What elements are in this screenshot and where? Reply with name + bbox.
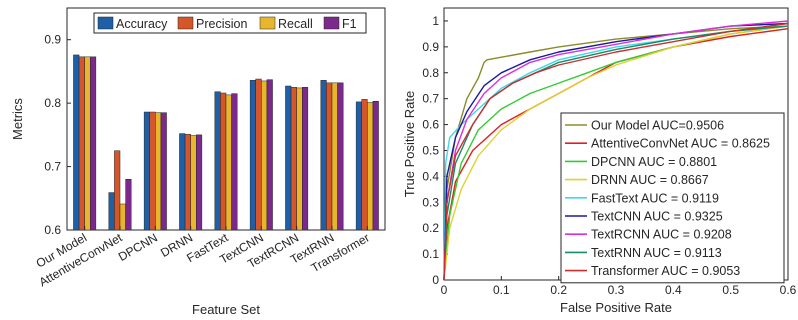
roc-legend: Our Model AUC=0.9506 AttentiveConvNet AUC…	[560, 112, 785, 284]
roc-curves	[443, 20, 789, 281]
bar-accuracy-4	[214, 91, 221, 231]
roc-x-tick-label: 0.4	[665, 283, 682, 297]
bar-f1-5	[266, 79, 273, 231]
bar-legend-label-accuracy: Accuracy	[116, 17, 168, 31]
bar-x-ticks: Our ModelAttentiveConvNetDPCNNDRNNFastTe…	[34, 226, 372, 289]
roc-legend-label-7: TextRNN AUC = 0.9113	[591, 246, 722, 260]
bar-legend-swatch-precision	[177, 16, 194, 30]
bar-y-tick-label: 0.7	[44, 160, 61, 174]
bar-y-ticks: 0.6 0.7 0.8 0.9	[44, 33, 71, 237]
roc-x-axis-label: False Positive Rate	[560, 300, 672, 315]
roc-legend-box	[560, 112, 785, 284]
bar-y-tick-label: 0.8	[44, 96, 61, 110]
bar-accuracy-3	[179, 133, 186, 231]
bar-f1-2	[160, 112, 167, 231]
bar-accuracy-5	[249, 80, 256, 231]
bar-y-tick-label: 0.9	[44, 33, 61, 47]
bar-bars	[73, 54, 379, 231]
bar-y-tick-label: 0.6	[44, 223, 61, 237]
bar-precision-5	[255, 78, 262, 231]
bar-f1-7	[337, 82, 344, 231]
bar-accuracy-8	[355, 101, 362, 231]
bar-accuracy-2	[143, 111, 150, 231]
bar-recall-5	[261, 80, 268, 231]
roc-x-tick-label: 0.1	[493, 283, 510, 297]
bar-legend-swatch-f1	[323, 16, 340, 30]
roc-legend-label-3: DRNN AUC = 0.8667	[591, 173, 709, 187]
bar-recall-1	[119, 203, 126, 231]
bar-chart: 0.6 0.7 0.8 0.9 Our ModelAttentiveConvNetDP…	[10, 7, 386, 317]
bar-accuracy-7	[320, 80, 327, 231]
bar-legend-swatch-recall	[259, 16, 276, 30]
bar-legend-label-f1: F1	[342, 17, 357, 31]
bar-x-tick-label: DPCNN	[116, 230, 160, 263]
roc-y-tick-label: 0.4	[422, 169, 439, 183]
bar-y-axis-label: Metrics	[10, 98, 25, 140]
roc-x-ticks: 0 0.1 0.2 0.3 0.4 0.5 0.6	[441, 276, 797, 297]
bar-legend-box	[93, 12, 367, 34]
bar-precision-3	[184, 133, 191, 231]
bar-precision-8	[361, 99, 368, 231]
roc-y-tick-label: 0.7	[422, 92, 439, 106]
bar-x-axis-label: Feature Set	[192, 302, 260, 317]
bar-accuracy-6	[285, 85, 292, 231]
roc-curve-6	[443, 20, 789, 281]
roc-y-tick-label: 0.3	[422, 195, 439, 209]
roc-y-tick-label: 0.5	[422, 143, 439, 157]
bar-accuracy-1	[108, 192, 115, 231]
roc-legend-label-0: Our Model AUC=0.9506	[591, 119, 724, 133]
roc-y-tick-label: 0.2	[422, 221, 439, 235]
roc-y-ticks: 0 0.1 0.2 0.3 0.4 0.5 0.6 0.7 0.8 0.9 1	[422, 14, 448, 287]
roc-legend-label-1: AttentiveConvNet AUC = 0.8625	[591, 137, 770, 151]
bar-recall-6	[296, 87, 303, 231]
bar-f1-4	[231, 93, 238, 231]
roc-y-tick-label: 0.9	[422, 40, 439, 54]
roc-legend-label-4: FastText AUC = 0.9119	[591, 191, 719, 205]
roc-y-tick-label: 1	[432, 14, 439, 28]
bar-legend-label-precision: Precision	[196, 17, 247, 31]
roc-y-tick-label: 0.1	[422, 247, 439, 261]
bar-recall-7	[331, 82, 338, 231]
bar-precision-0	[78, 56, 85, 231]
bar-legend-label-recall: Recall	[278, 17, 313, 31]
bar-f1-0	[90, 56, 97, 231]
roc-legend-label-5: TextCNN AUC = 0.9325	[591, 210, 723, 224]
bar-recall-3	[190, 135, 197, 231]
bar-precision-7	[326, 82, 333, 231]
roc-x-tick-label: 0	[441, 283, 448, 297]
roc-y-tick-label: 0.8	[422, 66, 439, 80]
bar-precision-2	[149, 111, 156, 231]
bar-recall-8	[367, 102, 374, 231]
roc-x-tick-label: 0.5	[722, 283, 739, 297]
roc-x-tick-label: 0.6	[780, 283, 797, 297]
roc-y-axis-label: True Positive Rate	[402, 91, 417, 197]
bar-precision-6	[290, 87, 297, 231]
roc-y-tick-label: 0.6	[422, 118, 439, 132]
roc-chart: 0 0.1 0.2 0.3 0.4 0.5 0.6 0.7 0.8 0.9 1 0 0.1 0.2 0.3…	[402, 7, 797, 315]
roc-x-tick-label: 0.3	[608, 283, 625, 297]
bar-f1-3	[196, 134, 203, 231]
roc-legend-label-8: Transformer AUC = 0.9053	[591, 264, 740, 278]
bar-legend: Accuracy Precision Recall F1	[93, 12, 367, 34]
bar-f1-1	[125, 179, 132, 231]
roc-y-tick-label: 0	[432, 273, 439, 287]
bar-recall-4	[225, 94, 232, 231]
roc-legend-label-6: TextRCNN AUC = 0.9208	[591, 228, 732, 242]
bar-f1-6	[302, 87, 309, 231]
bar-recall-0	[84, 56, 91, 231]
bar-precision-1	[114, 150, 121, 231]
bar-precision-4	[220, 92, 227, 231]
bar-recall-2	[155, 112, 162, 231]
bar-f1-8	[372, 100, 379, 231]
roc-x-tick-label: 0.2	[550, 283, 567, 297]
bar-legend-swatch-accuracy	[97, 16, 114, 30]
roc-curve-3	[443, 25, 789, 281]
roc-legend-label-2: DPCNN AUC = 0.8801	[591, 155, 717, 169]
roc-curve-8	[443, 22, 789, 281]
bar-accuracy-0	[73, 54, 80, 231]
